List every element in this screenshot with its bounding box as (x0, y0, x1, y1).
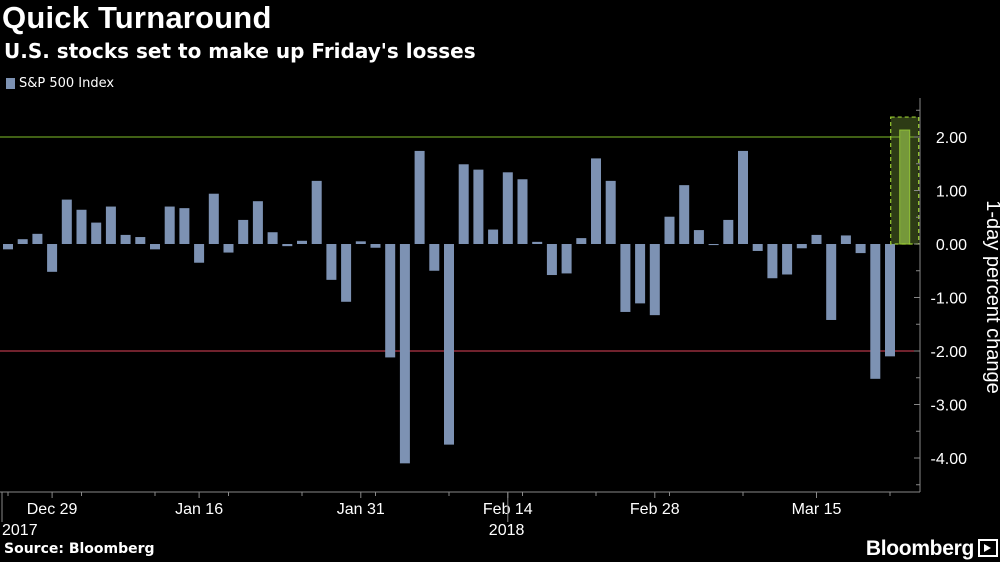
bar (223, 244, 234, 253)
x-year-label: 2017 (2, 522, 38, 539)
x-tick-label: Mar 15 (792, 501, 842, 518)
y-tick-label: 1.00 (936, 184, 967, 201)
bar (635, 244, 646, 304)
bar (870, 244, 881, 379)
bar (399, 244, 410, 464)
bar (826, 244, 837, 320)
bar (311, 180, 322, 244)
highlight-box (890, 116, 920, 245)
bar (620, 244, 631, 312)
bar (546, 244, 557, 276)
bar (297, 240, 307, 244)
x-tick-label: Jan 31 (337, 501, 385, 518)
bar (61, 199, 72, 244)
x-tick-label: Jan 16 (175, 501, 223, 518)
bloomberg-terminal-icon (978, 539, 998, 557)
bar (488, 229, 499, 244)
x-tick-label: Dec 29 (27, 501, 78, 518)
bar (473, 169, 484, 244)
bar (341, 244, 352, 302)
y-tick-label: -2.00 (931, 344, 968, 361)
bar (591, 158, 601, 244)
bar (414, 150, 425, 244)
bar (679, 185, 690, 244)
chart-subtitle: U.S. stocks set to make up Friday's loss… (4, 39, 476, 63)
bar (32, 233, 43, 244)
bar (429, 244, 440, 271)
bar (238, 219, 249, 244)
bar (252, 201, 263, 244)
bar (605, 180, 616, 244)
bar (120, 234, 131, 244)
chart-title: Quick Turnaround (2, 0, 272, 35)
brand-logo-text: Bloomberg (865, 537, 974, 560)
bar (855, 244, 866, 254)
y-tick-label: -3.00 (931, 398, 968, 415)
bar (458, 164, 469, 244)
bar (664, 216, 675, 244)
bar (47, 244, 58, 272)
bar (811, 234, 822, 244)
bar (355, 241, 366, 244)
bar (76, 209, 87, 244)
bar (150, 244, 160, 250)
bar (282, 244, 293, 247)
bar (885, 244, 895, 357)
bar (326, 244, 337, 280)
bar (649, 244, 660, 316)
legend-swatch (6, 78, 15, 89)
bar (179, 208, 190, 244)
legend-label: S&P 500 Index (19, 76, 115, 91)
bar (267, 232, 278, 244)
bar (752, 244, 763, 251)
bar (3, 244, 13, 250)
y-tick-label: 2.00 (936, 130, 967, 147)
source-note: Source: Bloomberg (4, 541, 155, 557)
y-tick-label: 0.00 (936, 237, 967, 254)
bar (502, 172, 513, 244)
bar (370, 244, 381, 248)
bar (738, 150, 748, 244)
bar (517, 179, 528, 244)
bar (561, 244, 572, 274)
y-tick-label: -4.00 (931, 451, 968, 468)
bar (385, 244, 396, 358)
x-tick-label: Feb 28 (630, 501, 680, 518)
bar (532, 241, 543, 244)
bar (194, 244, 205, 263)
bar (782, 244, 793, 275)
bar (444, 244, 454, 445)
bar (767, 244, 778, 279)
legend: S&P 500 Index (6, 76, 114, 91)
bar (693, 230, 704, 244)
bar (91, 222, 102, 244)
bar (105, 206, 116, 244)
bar (208, 193, 219, 244)
bar (796, 244, 807, 249)
y-axis-label: 1-day percent change (982, 200, 1000, 393)
bar (164, 206, 175, 244)
bar (723, 219, 734, 244)
x-year-label: 2018 (489, 522, 525, 539)
bar (17, 239, 28, 244)
bar (135, 237, 146, 244)
y-tick-label: -1.00 (931, 291, 968, 308)
bar (840, 235, 851, 244)
bar (576, 238, 587, 244)
bar (708, 244, 719, 246)
